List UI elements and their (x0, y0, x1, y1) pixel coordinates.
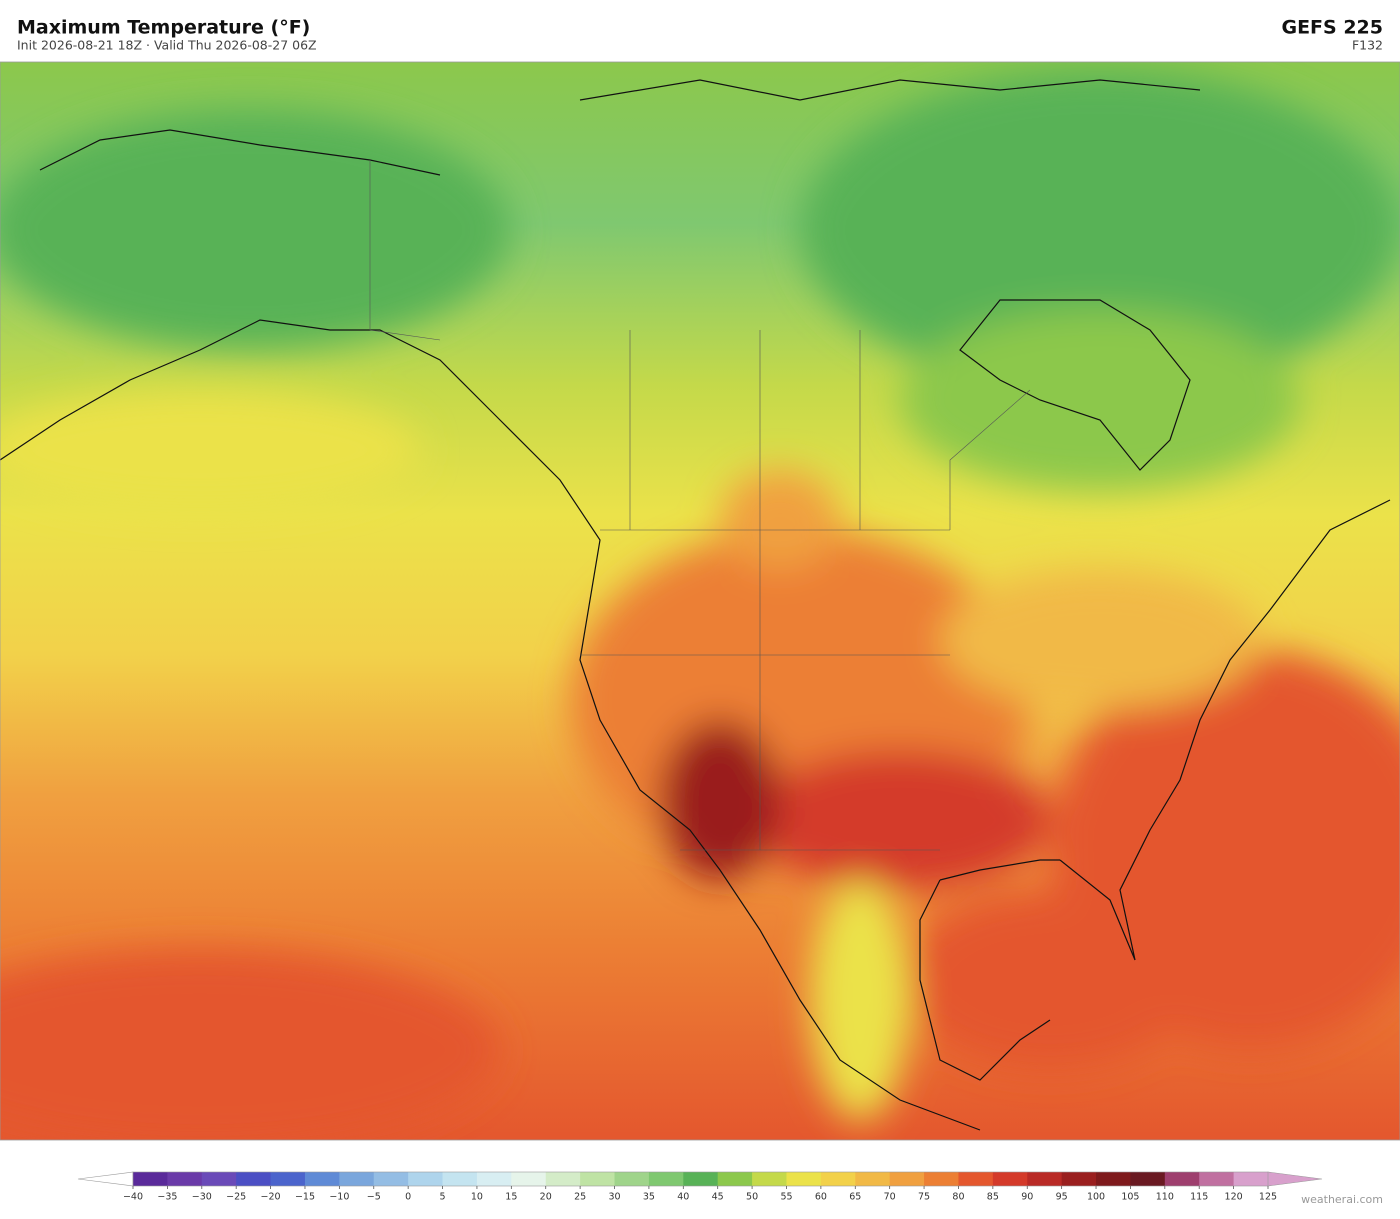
colorbar-frame (132, 1171, 1269, 1187)
colorbar-segment (373, 1172, 409, 1186)
colorbar-tick-label: 5 (440, 1192, 446, 1203)
colorbar-segment (614, 1172, 650, 1186)
colorbar-tick-label: 105 (1121, 1192, 1139, 1203)
colorbar-tick-label: 120 (1225, 1192, 1243, 1203)
colorbar-tick-label: 30 (608, 1192, 620, 1203)
model-label: GEFS 225 (1281, 17, 1383, 39)
colorbar-segment (717, 1172, 753, 1186)
colorbar-tick-label: 95 (1056, 1192, 1068, 1203)
colorbar-tick-label: 40 (677, 1192, 689, 1203)
colorbar-segment (752, 1172, 787, 1186)
colorbar-segment (648, 1172, 684, 1186)
colorbar-tick-label: 50 (746, 1192, 758, 1203)
colorbar-tick-label: 25 (574, 1192, 586, 1203)
colorbar-tick-label: 75 (918, 1192, 930, 1203)
colorbar-tick-label: 65 (849, 1192, 861, 1203)
colorbar-segment (855, 1172, 891, 1186)
colorbar-segment (270, 1172, 306, 1186)
colorbar-segment (442, 1172, 478, 1186)
colorbar-tick-label: −40 (123, 1192, 143, 1203)
colorbar: −40 −35 −30 −25 −20 −15 −10 −5 0 5 10 15 20 25 30 35 40 4… (77, 1171, 1323, 1203)
colorbar-tick-label: −30 (192, 1192, 212, 1203)
map-frame (0, 61, 1400, 1141)
credit: weatherai.com (1301, 1193, 1383, 1206)
colorbar-tick-label: 15 (505, 1192, 517, 1203)
colorbar-tick-label: 125 (1259, 1192, 1277, 1203)
colorbar-segment (339, 1172, 375, 1186)
colorbar-tick-label: 20 (540, 1192, 552, 1203)
colorbar-tick-label: −10 (329, 1192, 349, 1203)
colorbar-segment (992, 1172, 1028, 1186)
colorbar-segment (924, 1172, 959, 1186)
colorbar-tick-label: −5 (367, 1192, 381, 1203)
colorbar-tick-label: 90 (1021, 1192, 1033, 1203)
colorbar-segment (545, 1172, 581, 1186)
map (0, 62, 1400, 1140)
colorbar-tick-label: −20 (261, 1192, 281, 1203)
colorbar-tick-label: 70 (884, 1192, 896, 1203)
colorbar-tick-label: 55 (780, 1192, 792, 1203)
colorbar-tick-label: 45 (712, 1192, 724, 1203)
colorbar-segment (958, 1172, 994, 1186)
colorbar-segment (580, 1172, 616, 1186)
colorbar-segment (820, 1172, 856, 1186)
colorbar-segment (1164, 1172, 1200, 1186)
map-subtitle: Init 2026-08-21 18Z · Valid Thu 2026-08-… (17, 38, 317, 53)
colorbar-tick-label: 110 (1156, 1192, 1174, 1203)
colorbar-segment (1096, 1172, 1131, 1186)
colorbar-tick-label: 35 (643, 1192, 655, 1203)
colorbar-extend-high (1267, 1171, 1323, 1187)
colorbar-segment (683, 1172, 719, 1186)
colorbar-tick-label: 85 (987, 1192, 999, 1203)
colorbar-segment (1233, 1172, 1269, 1186)
colorbar-tick-label: −25 (226, 1192, 246, 1203)
colorbar-segment (1199, 1172, 1235, 1186)
colorbar-segment (1027, 1172, 1063, 1186)
colorbar-segment (511, 1172, 547, 1186)
colorbar-tick-label: 0 (405, 1192, 411, 1203)
colorbar-segment (889, 1172, 925, 1186)
colorbar-segment (167, 1172, 203, 1186)
colorbar-extend-low (77, 1171, 134, 1187)
colorbar-segment (304, 1172, 340, 1186)
colorbar-segment (1061, 1172, 1097, 1186)
colorbar-tick-label: 80 (952, 1192, 964, 1203)
colorbar-tick-label: −15 (295, 1192, 315, 1203)
colorbar-tick-label: 60 (815, 1192, 827, 1203)
colorbar-segment (408, 1172, 444, 1186)
forecast-hour: F132 (1352, 38, 1383, 53)
colorbar-segment (201, 1172, 237, 1186)
colorbar-segment (236, 1172, 272, 1186)
map-title: Maximum Temperature (°F) (17, 17, 310, 39)
colorbar-tick-label: 100 (1087, 1192, 1105, 1203)
colorbar-tick-label: −35 (157, 1192, 177, 1203)
colorbar-segment (1130, 1172, 1166, 1186)
colorbar-tick-label: 10 (471, 1192, 483, 1203)
colorbar-segment (786, 1172, 822, 1186)
colorbar-segment (133, 1172, 168, 1186)
colorbar-segment (476, 1172, 512, 1186)
colorbar-tick-label: 115 (1190, 1192, 1208, 1203)
